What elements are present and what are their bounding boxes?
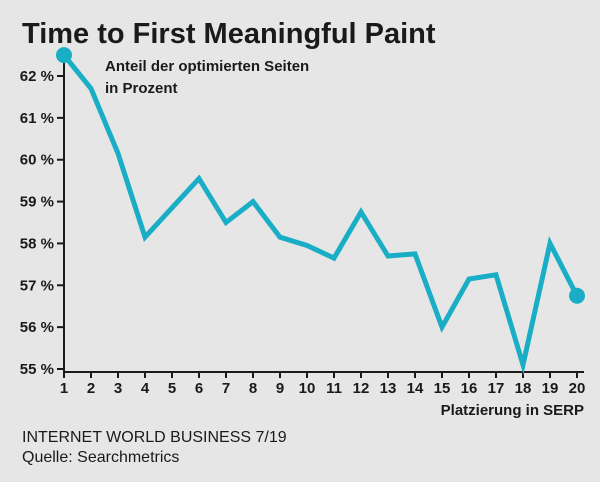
x-tick-label: 1 [60,380,68,397]
x-tick-label: 15 [434,380,451,397]
series-layer [56,47,585,375]
axes [63,56,584,373]
chart-title: Time to First Meaningful Paint [22,18,436,50]
end-point-marker [569,287,585,304]
x-tick-label: 20 [569,380,586,397]
chart-subtitle-line-2: in Prozent [105,80,178,97]
y-tick-label: 58 % [20,235,54,252]
y-tick-label: 62 % [20,68,54,85]
x-tick-label: 6 [195,380,203,397]
x-tick-label: 5 [168,380,176,397]
x-tick-label: 2 [87,380,95,397]
x-tick-label: 8 [249,380,257,397]
footer-source: Quelle: Searchmetrics [22,449,179,466]
x-tick-label: 3 [114,380,122,397]
y-tick-label: 60 % [20,152,54,169]
x-tick-label: 4 [141,380,150,397]
x-tick-label: 18 [515,380,532,397]
y-tick-label: 59 % [20,194,54,211]
x-tick-label: 14 [407,380,424,397]
series-line [62,53,580,375]
x-axis-ticks: 1 2 3 4 5 6 7 8 9 10 11 12 13 14 15 16 17 18 19 20 [60,372,586,397]
x-tick-label: 11 [326,380,342,397]
x-tick-label: 19 [542,380,559,397]
start-point-marker [56,47,72,64]
x-tick-label: 9 [276,380,284,397]
chart-subtitle-line-1: Anteil der optimierten Seiten [105,58,309,75]
x-tick-label: 10 [299,380,316,397]
y-tick-label: 56 % [20,319,54,336]
y-axis-ticks: 55 % 56 % 57 % 58 % 59 % 60 % 61 % 62 % [20,68,64,378]
y-tick-label: 57 % [20,277,54,294]
x-tick-label: 13 [380,380,397,397]
y-tick-label: 61 % [20,110,54,127]
x-axis-label: Platzierung in SERP [441,402,584,419]
x-tick-label: 12 [353,380,370,397]
x-tick-label: 16 [461,380,478,397]
x-tick-label: 17 [488,380,505,397]
x-tick-label: 7 [222,380,230,397]
footer-publication: INTERNET WORLD BUSINESS 7/19 [22,429,287,446]
y-tick-label: 55 % [20,361,54,378]
